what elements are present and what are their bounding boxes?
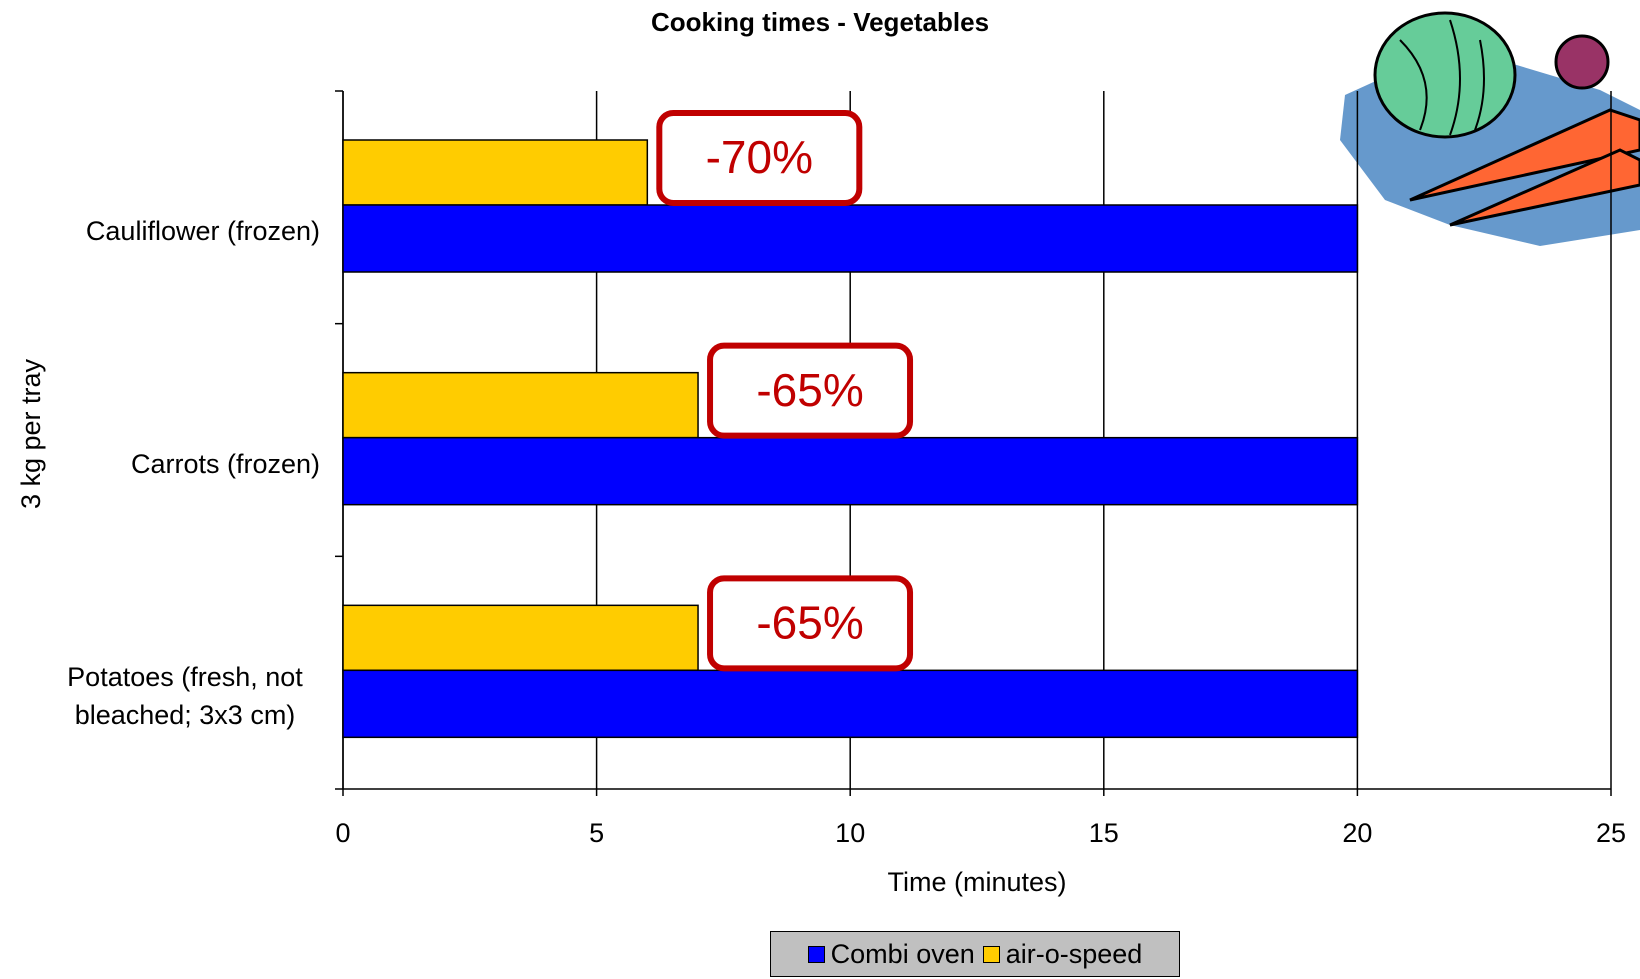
x-tick-label: 15 (1089, 818, 1119, 848)
y-tick-label: Carrots (frozen) (130, 448, 320, 479)
annotation-box (707, 342, 914, 439)
bar (342, 371, 699, 439)
annotation: -65% (756, 596, 863, 648)
bar (342, 436, 1359, 506)
x-tick-label: 0 (335, 818, 350, 848)
x-tick-label: 25 (1596, 818, 1626, 848)
y-tick-label-box: Cauliflower (frozen) (20, 186, 320, 276)
bar (342, 604, 699, 672)
legend-label: Combi oven (830, 938, 975, 969)
x-tick-label: 10 (835, 818, 865, 848)
x-axis-label: Time (minutes) (887, 867, 1066, 897)
bar (342, 669, 1359, 739)
annotation-box (707, 575, 914, 672)
y-tick-label-box: Potatoes (fresh, not bleached; 3x3 cm) (20, 651, 320, 741)
legend-swatch (982, 945, 1000, 963)
y-axis-label: 3 kg per tray (16, 358, 46, 509)
x-tick-label: 20 (1342, 818, 1372, 848)
annotation: -65% (756, 364, 863, 416)
legend-label: air-o-speed (1005, 938, 1143, 969)
y-tick-label-box: Carrots (frozen) (20, 419, 320, 509)
legend-item: Combi oven (807, 938, 975, 970)
legend-swatch (807, 945, 825, 963)
chart-title: Cooking times - Vegetables (651, 7, 989, 37)
clipart (1340, 11, 1640, 246)
annotation: -70% (706, 131, 813, 183)
legend: Combi oven air-o-speed (770, 931, 1180, 977)
bar (342, 204, 1359, 273)
bar (342, 139, 649, 206)
x-tick-label: 5 (589, 818, 604, 848)
legend-item: air-o-speed (982, 938, 1143, 970)
y-tick-label: Potatoes (fresh, not bleached; 3x3 cm) (67, 662, 303, 731)
y-tick-label: Cauliflower (frozen) (85, 216, 320, 246)
annotation-box (656, 110, 863, 206)
